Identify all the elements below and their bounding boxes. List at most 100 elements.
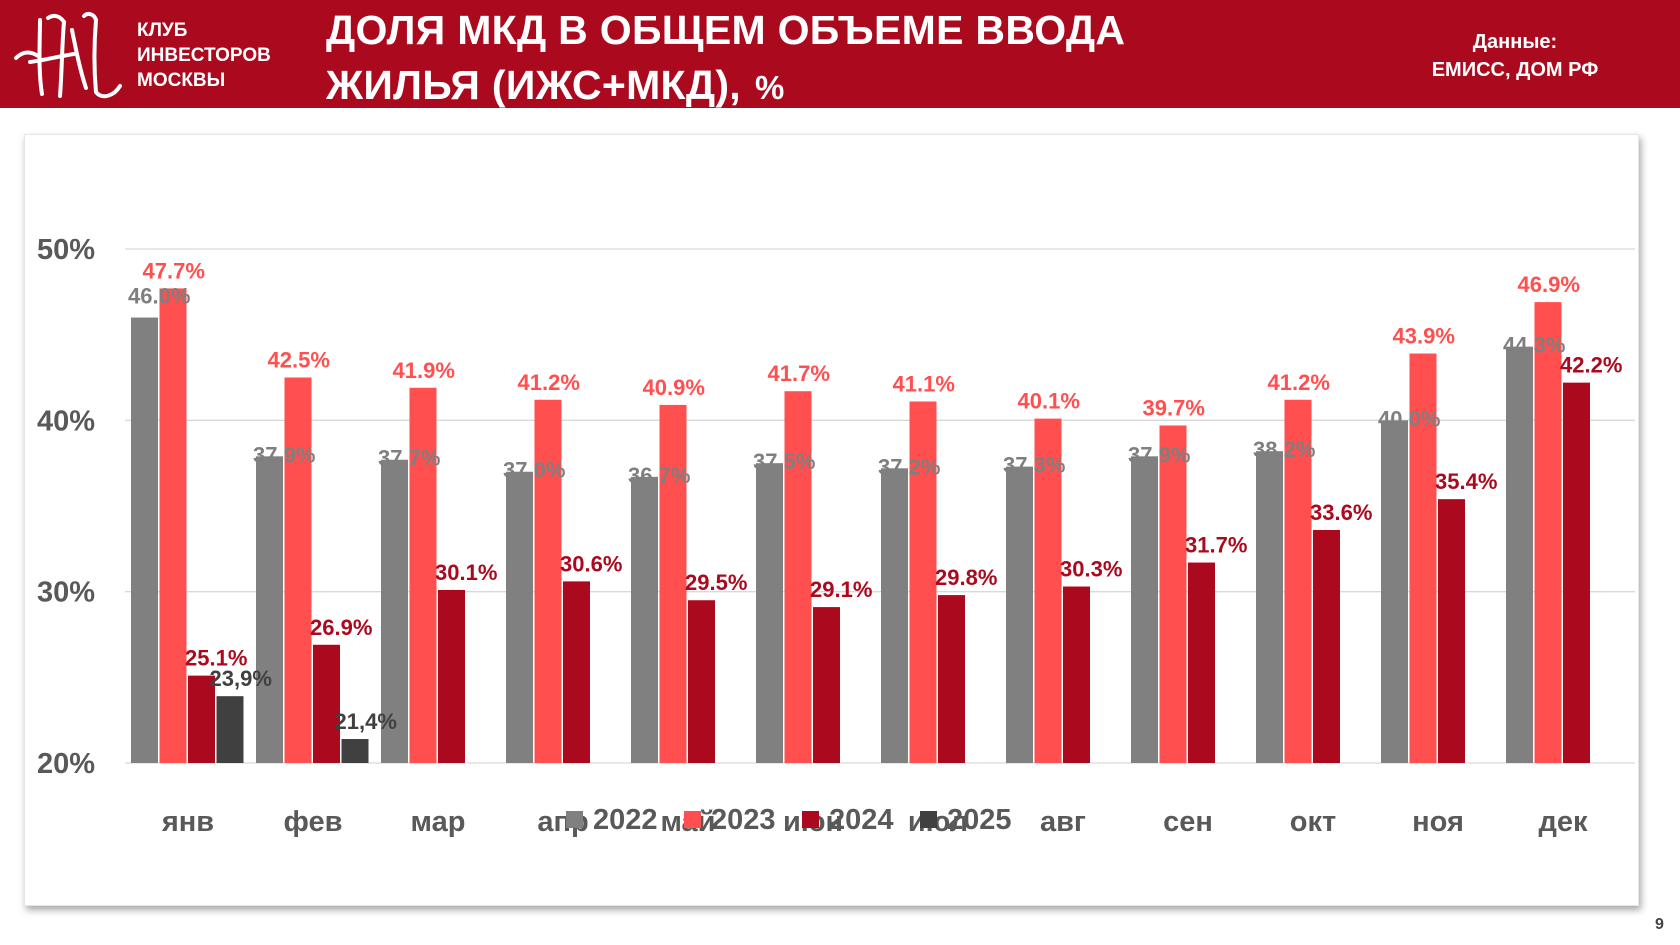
data-label: 41.1% (893, 371, 955, 396)
data-label: 26.9% (310, 615, 372, 640)
data-label: 41.2% (1268, 370, 1330, 395)
data-label: 41.9% (393, 358, 455, 383)
bar (909, 401, 937, 763)
y-tick-label: 40% (37, 405, 95, 437)
bar (881, 468, 908, 763)
bar (438, 589, 465, 763)
bar (1534, 302, 1562, 763)
bar (1006, 466, 1033, 763)
bar (688, 600, 715, 763)
bar (506, 471, 533, 763)
bar (631, 476, 658, 763)
legend-swatch (684, 811, 701, 828)
bar (1284, 399, 1312, 763)
chart-panel: 20%30%40%50%янвфевмарапрмайиюниюлавгсено… (24, 134, 1639, 906)
bar (409, 387, 437, 763)
bar (534, 399, 562, 763)
bar (1313, 529, 1340, 763)
bar (159, 288, 187, 763)
bar (1034, 418, 1062, 763)
data-label: 40.1% (1018, 389, 1080, 414)
x-tick-label: мар (411, 806, 466, 838)
legend-swatch (566, 811, 583, 828)
data-label: 47.7% (143, 258, 205, 283)
kim-monogram-logo-icon (14, 11, 122, 99)
club-name-line: ИНВЕСТОРОВ (137, 45, 271, 66)
data-label: 23,9% (210, 666, 272, 691)
y-tick-label: 50% (37, 234, 95, 266)
data-label: 46.9% (1518, 272, 1580, 297)
x-tick-label: сен (1163, 806, 1213, 838)
bar (1563, 382, 1590, 763)
bar (284, 377, 312, 763)
data-label: 30.6% (560, 551, 622, 576)
bar (1438, 499, 1465, 763)
data-label: 33.6% (1310, 500, 1372, 525)
bar (256, 456, 283, 763)
data-label: 37.9% (253, 442, 315, 467)
data-label: 37.5% (753, 449, 815, 474)
data-label: 41.2% (518, 370, 580, 395)
data-label: 37.7% (378, 446, 440, 471)
data-label: 37.0% (503, 458, 565, 483)
bar (216, 696, 244, 763)
bar (1159, 425, 1187, 763)
data-label: 21,4% (335, 709, 397, 734)
x-tick-label: июл (908, 806, 968, 838)
x-tick-label: ноя (1412, 806, 1464, 838)
data-label: 25.1% (185, 646, 247, 671)
x-tick-label: янв (161, 806, 214, 838)
data-label: 43.9% (1393, 324, 1455, 349)
bar (1256, 451, 1283, 763)
bar (813, 607, 840, 763)
data-label: 31.7% (1185, 533, 1247, 558)
x-tick-label: авг (1040, 806, 1086, 838)
bar (1409, 353, 1437, 763)
bar-chart: 20%30%40%50%янвфевмарапрмайиюниюлавгсено… (37, 234, 1635, 838)
x-tick-label: дек (1538, 806, 1588, 838)
club-name-line: МОСКВЫ (137, 70, 226, 91)
data-label: 37.9% (1128, 442, 1190, 467)
data-label: 42.2% (1560, 353, 1622, 378)
bar (1063, 586, 1090, 763)
bar (1131, 456, 1158, 763)
data-label: 42.5% (268, 348, 330, 373)
data-label: 38.2% (1253, 437, 1315, 462)
data-label: 37.2% (878, 454, 940, 479)
bar (1381, 420, 1408, 763)
x-tick-label: окт (1290, 806, 1336, 838)
bar (563, 581, 590, 763)
data-label: 40.9% (643, 375, 705, 400)
y-tick-label: 20% (37, 748, 95, 780)
data-label: 37.3% (1003, 453, 1065, 478)
page-title-line1: ДОЛЯ МКД В ОБЩЕМ ОБЪЕМЕ ВВОДА (326, 7, 1126, 53)
legend-label: 2022 (593, 804, 658, 836)
bar (381, 459, 408, 763)
data-source-value: ЕМИСС, ДОМ РФ (1431, 59, 1599, 81)
page-title: ДОЛЯ МКД В ОБЩЕМ ОБЪЕМЕ ВВОДА ЖИЛЬЯ (ИЖС… (326, 3, 1125, 115)
bar (1188, 562, 1215, 763)
legend-swatch (920, 811, 937, 828)
page-title-unit: % (755, 69, 785, 106)
bar (938, 595, 965, 763)
bar (756, 463, 783, 763)
club-name-line: КЛУБ (137, 20, 188, 41)
y-tick-label: 30% (37, 577, 95, 609)
data-label: 40.0% (1378, 406, 1440, 431)
bar (131, 317, 158, 763)
legend-label: 2024 (829, 804, 894, 836)
bar (1506, 346, 1533, 763)
data-label: 29.8% (935, 565, 997, 590)
page-number: 9 (1655, 916, 1664, 933)
data-source-label: Данные: (1472, 31, 1558, 53)
data-label: 44.3% (1503, 333, 1565, 358)
page-title-line2: ЖИЛЬЯ (ИЖС+МКД), (326, 62, 741, 108)
data-label: 29.1% (810, 577, 872, 602)
legend-label: 2025 (947, 804, 1012, 836)
x-tick-label: фев (284, 806, 343, 838)
club-name: КЛУБ ИНВЕСТОРОВ МОСКВЫ (137, 18, 271, 93)
legend-swatch (802, 811, 819, 828)
bar (341, 739, 369, 763)
bar (659, 404, 687, 763)
data-source: Данные: ЕМИСС, ДОМ РФ (1380, 28, 1650, 84)
